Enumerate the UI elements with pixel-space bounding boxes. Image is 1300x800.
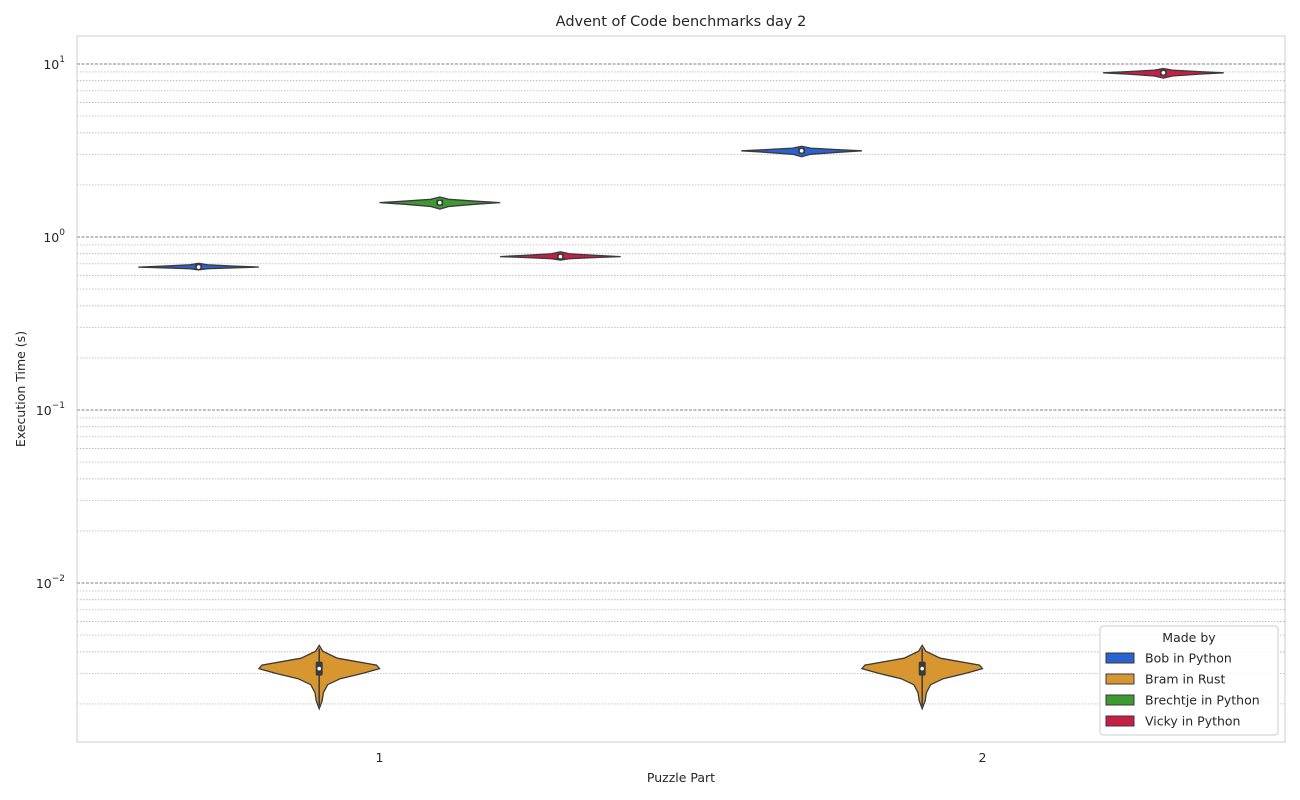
x-tick-label: 2 <box>979 750 987 765</box>
violins <box>138 67 1224 711</box>
legend: Made by Bob in Python Bram in Rust Brechtj… <box>1099 625 1279 736</box>
legend-box <box>1099 625 1279 736</box>
violin-median <box>558 254 563 259</box>
legend-item: Vicky in Python <box>1105 714 1240 729</box>
legend-title: Made by <box>1162 630 1216 645</box>
legend-item: Bob in Python <box>1105 651 1232 666</box>
legend-item: Bram in Rust <box>1105 672 1225 687</box>
y-tick-label: 10−1 <box>36 401 65 418</box>
violin-median <box>438 200 442 205</box>
legend-label: Vicky in Python <box>1145 714 1240 729</box>
chart-title: Advent of Code benchmarks day 2 <box>556 14 807 30</box>
y-tick-label: 101 <box>43 55 65 72</box>
legend-label: Brechtje in Python <box>1145 693 1260 708</box>
legend-label: Bob in Python <box>1145 651 1232 666</box>
y-axis-ticks: 101 100 10−1 10−2 <box>36 55 65 591</box>
legend-swatch <box>1105 694 1135 706</box>
gridlines <box>77 63 1285 705</box>
x-axis-label: Puzzle Part <box>647 770 715 785</box>
violin-median <box>920 666 924 671</box>
x-tick-label: 1 <box>376 750 384 765</box>
y-tick-label: 10−2 <box>36 574 65 591</box>
legend-items: Bob in Python Bram in Rust Brechtje in Pyt… <box>1105 651 1260 729</box>
legend-swatch <box>1105 652 1135 664</box>
legend-swatch <box>1105 715 1135 727</box>
violin-median <box>799 148 804 153</box>
violin-median <box>1161 70 1166 75</box>
y-tick-label: 100 <box>43 228 65 245</box>
legend-label: Bram in Rust <box>1145 672 1225 687</box>
violin-median <box>196 265 201 269</box>
y-axis-label: Execution Time (s) <box>13 331 28 447</box>
legend-swatch <box>1105 673 1135 685</box>
violin-median <box>317 666 322 671</box>
legend-item: Brechtje in Python <box>1105 693 1260 708</box>
plot-area-frame <box>76 35 1286 743</box>
